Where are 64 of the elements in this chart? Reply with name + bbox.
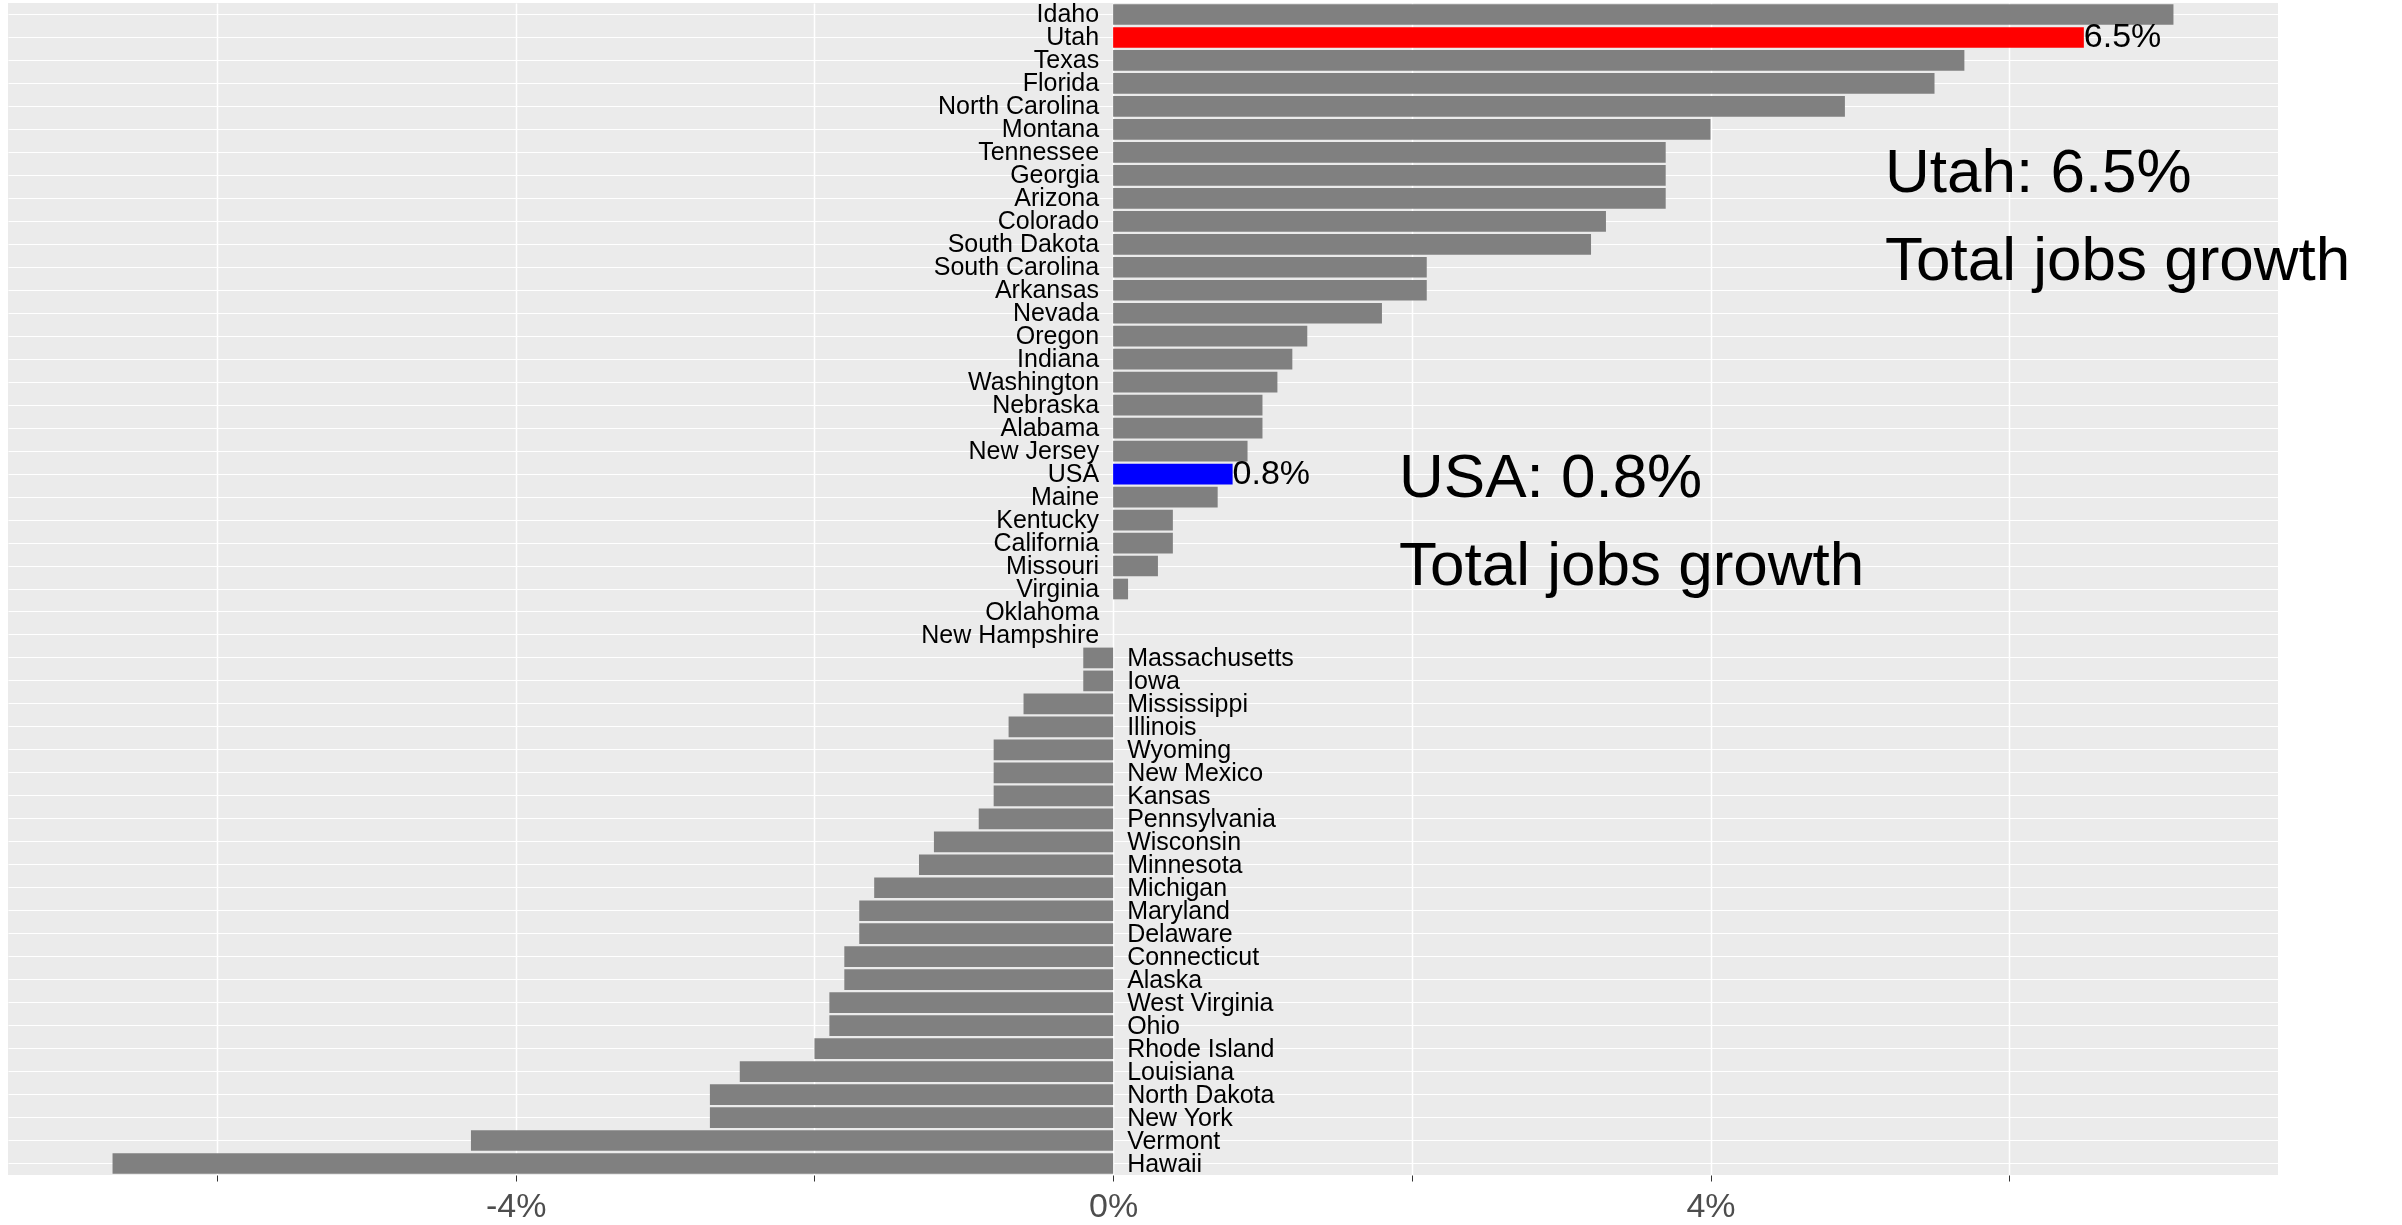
bar <box>978 808 1114 830</box>
bar <box>814 1038 1114 1059</box>
y-tick-label: Georgia <box>1010 160 1100 189</box>
annotation: Utah: 6.5% Total jobs growth <box>1885 136 2351 293</box>
bar <box>1083 647 1114 669</box>
y-tick-label: Alabama <box>1000 413 1100 442</box>
data-label: 0.8% <box>1232 453 1311 492</box>
bar <box>739 1061 1114 1082</box>
bar <box>1113 50 1965 71</box>
bar <box>1113 440 1248 462</box>
bar <box>829 1015 1114 1036</box>
bar <box>1113 417 1263 439</box>
annotation: USA: 0.8% Total jobs growth <box>1399 441 1865 598</box>
bar <box>1113 256 1427 278</box>
bar <box>874 877 1114 899</box>
bar <box>918 854 1114 876</box>
bar <box>844 946 1114 968</box>
bar <box>1113 302 1382 324</box>
bar <box>1113 509 1173 531</box>
bar <box>1083 670 1114 692</box>
bar <box>470 1130 1114 1151</box>
bar <box>1113 279 1427 301</box>
y-tick-label: Utah <box>1046 22 1100 51</box>
bar <box>709 1107 1114 1128</box>
bar <box>1008 716 1114 738</box>
y-tick-label: Washington <box>968 367 1100 396</box>
bar <box>859 923 1114 945</box>
y-tick-label: Kansas <box>1127 780 1211 809</box>
y-tick-label: Kentucky <box>996 505 1100 534</box>
bar <box>1113 348 1293 370</box>
bar <box>993 739 1114 761</box>
bar <box>1113 463 1233 485</box>
bar <box>709 1084 1114 1105</box>
bar <box>1113 73 1935 94</box>
bar <box>1113 371 1278 393</box>
bar <box>993 762 1114 784</box>
bar <box>1113 142 1666 163</box>
bar <box>1113 187 1666 209</box>
bar <box>1113 486 1218 508</box>
bar <box>1113 555 1158 577</box>
bar <box>1113 27 2084 48</box>
bar <box>993 785 1114 807</box>
bar <box>112 1153 1114 1174</box>
bar <box>1113 578 1129 600</box>
y-tick-label: Minnesota <box>1127 849 1243 878</box>
bar <box>859 900 1114 922</box>
bar <box>1113 394 1263 416</box>
bar <box>829 992 1114 1013</box>
x-tick-label: 0% <box>1089 1185 1139 1224</box>
bar <box>844 969 1114 991</box>
x-tick-label: -4% <box>486 1185 547 1224</box>
bar <box>1113 96 1845 117</box>
bar <box>1113 210 1606 232</box>
bar <box>1113 233 1592 255</box>
bar <box>1023 693 1114 715</box>
bar <box>1113 325 1308 347</box>
bar <box>1113 165 1666 186</box>
bar <box>933 831 1114 853</box>
data-label: 6.5% <box>2083 16 2162 55</box>
x-tick-label: 4% <box>1686 1185 1736 1224</box>
bar <box>1113 4 2174 25</box>
bar <box>1113 119 1711 140</box>
bar <box>1113 532 1173 554</box>
y-tick-label: New Hampshire <box>921 619 1100 648</box>
